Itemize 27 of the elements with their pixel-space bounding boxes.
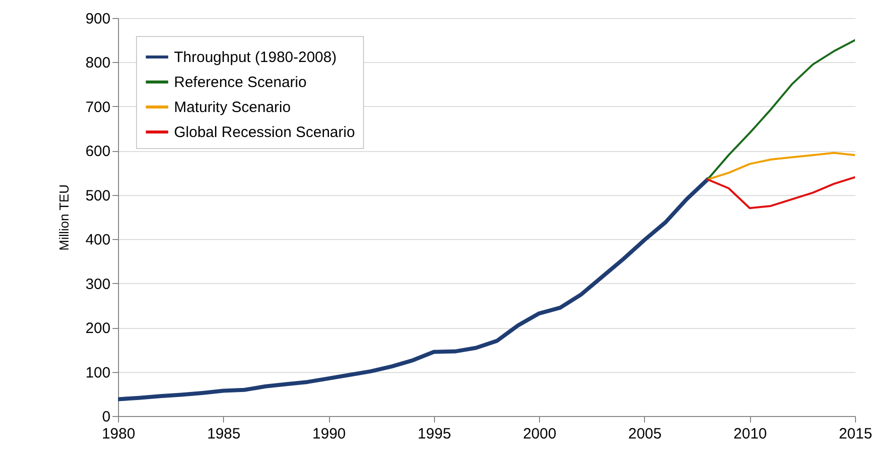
y-tick-label: 0 <box>102 408 110 426</box>
y-axis-title: Million TEU <box>56 184 72 251</box>
legend-label: Maturity Scenario <box>174 99 291 116</box>
x-tick-label: 2005 <box>628 426 662 442</box>
x-tick-label: 2010 <box>734 426 767 442</box>
legend-label: Throughput (1980-2008) <box>174 49 337 66</box>
x-tick-label: 1990 <box>312 426 346 442</box>
y-tick-label: 800 <box>85 54 110 72</box>
y-tick-label: 400 <box>85 232 110 249</box>
y-tick-label: 500 <box>85 187 110 204</box>
line-series <box>706 39 855 180</box>
x-tick-label: 1980 <box>102 426 136 442</box>
line-series <box>706 152 855 180</box>
y-tick-label: 700 <box>85 98 110 116</box>
y-tick-label: 100 <box>85 364 110 382</box>
x-tick-label: 1995 <box>418 426 452 442</box>
line-series <box>118 177 710 402</box>
y-tick-label: 300 <box>85 276 110 293</box>
y-tick-label: 200 <box>85 320 110 338</box>
y-tick-label: 900 <box>85 10 110 28</box>
legend-label: Reference Scenario <box>174 74 307 91</box>
x-tick-label: 2000 <box>522 426 556 442</box>
line-series <box>706 176 855 210</box>
legend-label: Global Recession Scenario <box>174 124 355 141</box>
y-tick-label: 600 <box>85 143 110 160</box>
x-tick-label: 2015 <box>838 426 872 442</box>
x-tick-label: 1985 <box>207 426 240 442</box>
